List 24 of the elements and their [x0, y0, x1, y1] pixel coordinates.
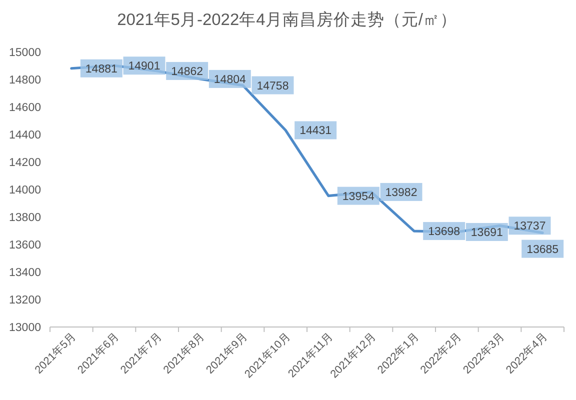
- y-tick-label: 14400: [9, 130, 41, 142]
- y-tick-label: 14000: [9, 184, 41, 196]
- data-label: 13698: [428, 226, 460, 238]
- y-tick-label: 15000: [9, 47, 41, 59]
- y-tick-label: 14200: [9, 157, 41, 169]
- y-tick-label: 13200: [9, 294, 41, 306]
- data-label: 13954: [342, 190, 375, 203]
- data-label: 13691: [470, 226, 503, 239]
- y-tick-label: 14800: [9, 74, 41, 86]
- y-tick-label: 13400: [9, 267, 41, 279]
- data-label: 13737: [514, 220, 546, 233]
- data-label: 14862: [171, 66, 204, 78]
- data-label: 13982: [385, 186, 418, 199]
- data-label: 13685: [526, 244, 559, 256]
- data-label: 14881: [85, 63, 118, 76]
- title: 2021年5月-2022年4月南昌房价走势（元/㎡）: [117, 11, 457, 29]
- y-tick-label: 13800: [9, 212, 41, 224]
- data-label: 14431: [300, 125, 332, 138]
- y-tick-label: 13600: [9, 240, 41, 252]
- y-tick-label: 13000: [9, 322, 41, 334]
- data-label: 14804: [214, 74, 246, 86]
- data-label: 14758: [256, 80, 289, 92]
- y-tick-label: 14600: [9, 102, 41, 114]
- data-label: 14901: [128, 60, 160, 73]
